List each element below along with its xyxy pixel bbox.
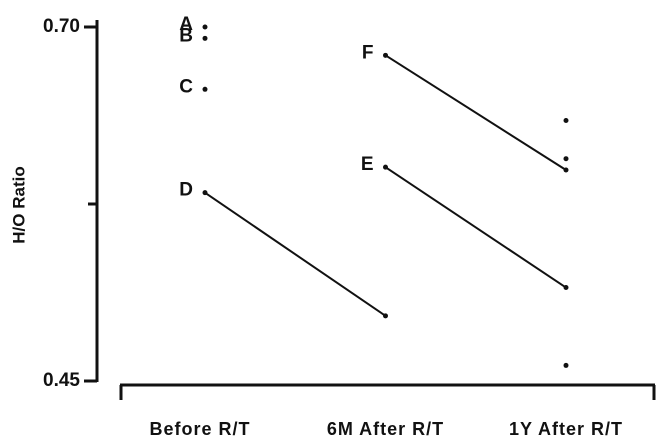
series-label: D: [179, 180, 193, 201]
data-point: [202, 190, 208, 196]
series-label: E: [361, 154, 374, 175]
series-line: [204, 191, 387, 317]
x-tick-label: 1Y After R/T: [509, 419, 623, 439]
data-point: [563, 117, 569, 123]
data-point: [383, 52, 388, 58]
series-label: B: [179, 25, 193, 46]
data-point: [563, 285, 569, 291]
x-tick-label: Before R/T: [149, 419, 250, 439]
data-point: [202, 24, 208, 30]
data-point: [202, 86, 208, 92]
data-point: [563, 362, 569, 368]
x-tick-label: 6M After R/T: [327, 419, 444, 439]
series-line: [384, 54, 567, 171]
data-point: [383, 313, 388, 319]
data-point: [202, 35, 208, 41]
series-label: C: [179, 76, 193, 97]
y-axis-label: H/O Ratio: [9, 166, 28, 243]
series-line: [384, 166, 567, 289]
data-point: [383, 164, 388, 170]
y-tick-label: 0.70: [43, 16, 80, 37]
series-label: F: [362, 42, 374, 63]
data-point: [563, 156, 569, 162]
y-tick-label: 0.45: [43, 370, 80, 391]
series-label: A: [179, 14, 193, 35]
data-point: [563, 167, 569, 173]
